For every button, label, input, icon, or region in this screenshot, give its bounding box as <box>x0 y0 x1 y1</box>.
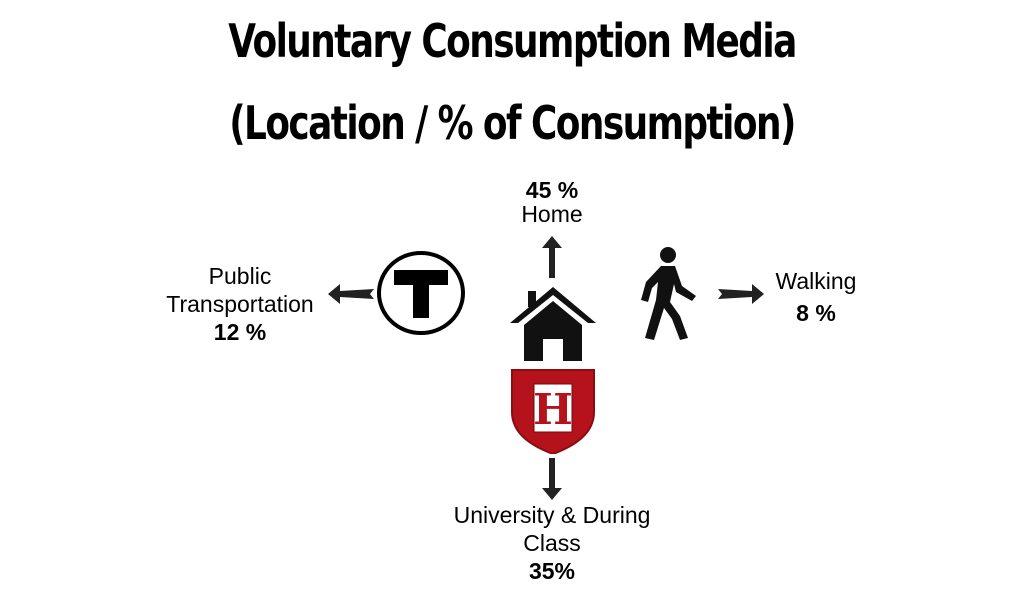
public-transportation-percent: 12 % <box>213 319 267 345</box>
house-icon <box>510 287 596 361</box>
down-arrow-icon <box>542 458 562 500</box>
walking-label: Walking <box>775 268 857 294</box>
university-label-line1: University & During <box>453 502 651 528</box>
walking-label-group: Walking 8 % <box>764 267 868 327</box>
title-line-1: Voluntary Consumption Media <box>228 14 797 68</box>
harvard-shield-icon: H <box>511 369 595 454</box>
title-line-2: (Location / % of Consumption) <box>229 96 796 150</box>
public-transportation-label-line2: Transportation <box>166 291 314 317</box>
shield-letter: H <box>533 385 573 434</box>
right-arrow-icon <box>718 284 764 304</box>
university-percent: 35% <box>528 558 576 584</box>
transit-t-icon <box>377 251 465 335</box>
walking-percent: 8 % <box>796 300 836 326</box>
home-label-group: 45 % Home <box>500 176 604 228</box>
public-transportation-label-line1: Public <box>208 263 272 289</box>
public-transportation-label-group: Public Transportation 12 % <box>150 262 330 346</box>
up-arrow-icon <box>542 236 562 278</box>
home-percent: 45 % <box>525 177 579 203</box>
university-label-group: University & During Class 35% <box>420 501 684 585</box>
university-label-line2: Class <box>523 530 581 556</box>
walking-person-icon <box>641 247 696 340</box>
left-arrow-icon <box>328 284 374 304</box>
home-label: Home <box>521 201 583 227</box>
